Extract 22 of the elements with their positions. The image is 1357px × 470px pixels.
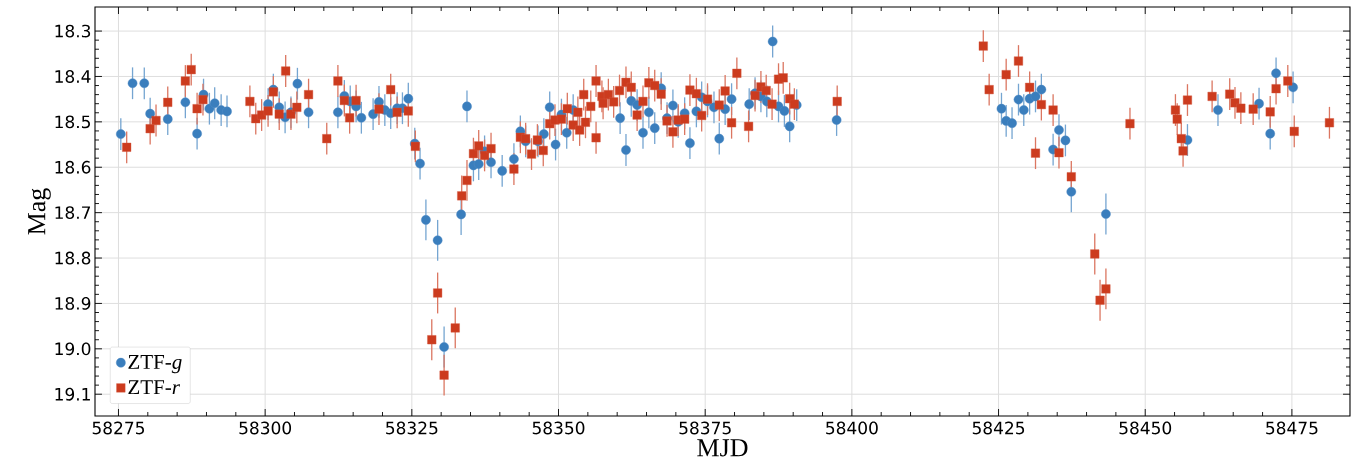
y-tick-label: 18.7 [55,206,91,220]
x-tick-label: 58350 [532,421,585,435]
legend-label: ZTF-r [128,380,181,395]
y-tick-label: 18.8 [55,251,91,265]
y-tick-label: 18.5 [55,115,90,129]
x-tick-label: 58400 [826,421,878,435]
x-tick-label: 58300 [239,421,292,435]
x-tick-label: 58325 [386,421,438,435]
y-axis-title: Mag [28,188,51,235]
y-tick-label: 18.3 [55,24,91,38]
x-tick-label: 58275 [92,421,144,435]
legend-label: ZTF-g [128,355,182,374]
y-tick-label: 19.0 [55,342,91,356]
y-tick-label: 19.1 [55,387,90,401]
y-tick-label: 18.6 [55,160,91,174]
x-tick-label: 58475 [1266,421,1318,435]
x-axis-title: MJD [697,439,748,457]
x-tick-label: 58375 [679,421,731,435]
y-tick-label: 18.9 [55,296,91,310]
x-tick-label: 58450 [1119,421,1172,435]
y-tick-label: 18.4 [55,70,91,83]
x-tick-label: 58425 [972,421,1025,435]
